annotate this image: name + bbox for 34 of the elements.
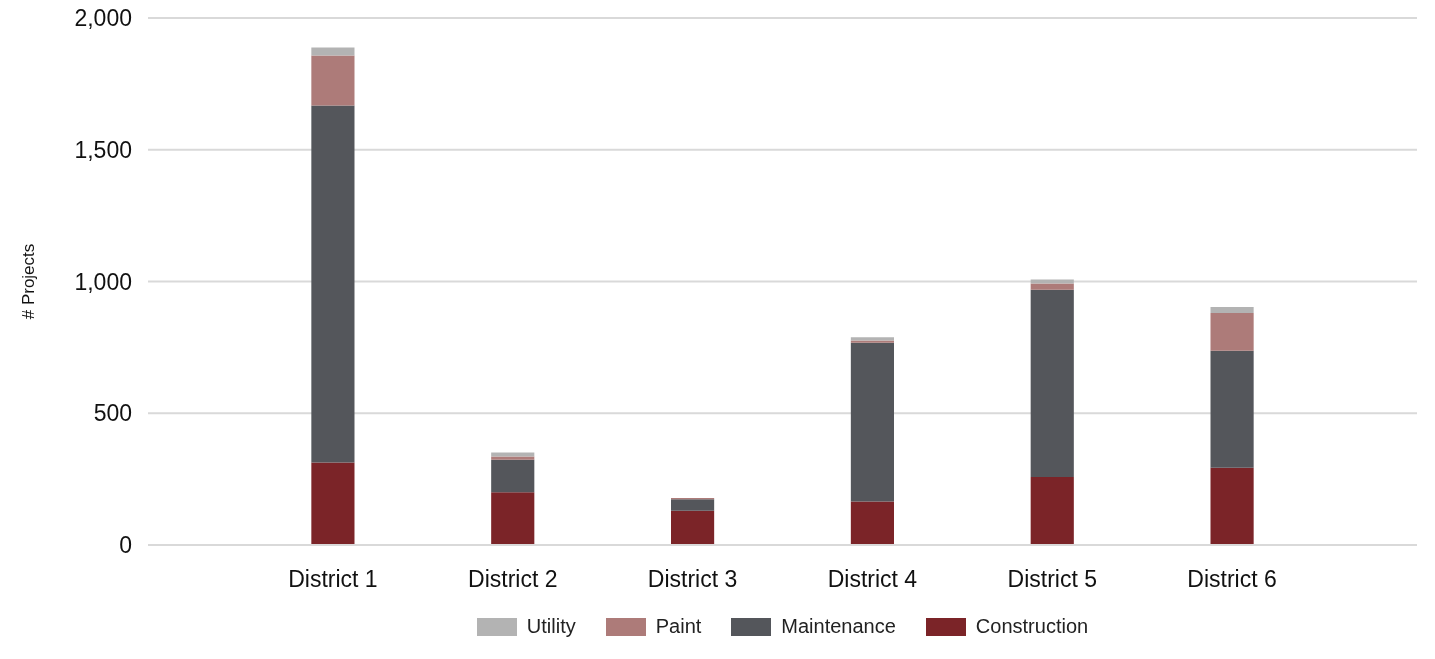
bar	[311, 105, 355, 463]
bar	[311, 462, 355, 545]
bar	[1030, 477, 1074, 545]
y-axis-title: # Projects	[19, 243, 39, 320]
bar	[1030, 289, 1074, 478]
bar	[491, 456, 535, 460]
x-tick-label: District 3	[647, 566, 738, 593]
y-tick-label: 1,500	[74, 136, 132, 163]
x-tick-label: District 2	[468, 566, 558, 593]
x-tick-label: District 4	[827, 566, 918, 593]
bar	[671, 499, 715, 511]
y-tick-label: 1,000	[74, 268, 132, 295]
bar	[1030, 283, 1074, 290]
bar	[491, 492, 535, 545]
legend-label: Maintenance	[781, 615, 896, 638]
legend-label: Paint	[655, 615, 702, 638]
bar	[311, 55, 355, 106]
x-tick-label: District 1	[288, 566, 378, 593]
bar	[491, 459, 535, 493]
y-tick-label: 2,000	[74, 5, 132, 32]
bar	[850, 342, 894, 502]
x-tick-label: District 5	[1007, 566, 1097, 593]
bar	[1210, 350, 1254, 468]
x-tick-label: District 6	[1187, 566, 1277, 593]
bar	[1210, 467, 1254, 545]
bar	[1210, 313, 1254, 351]
bar	[1030, 279, 1074, 284]
legend-label: Utility	[526, 615, 576, 638]
y-tick-label: 500	[93, 400, 132, 427]
bar	[850, 501, 894, 545]
bar	[1210, 307, 1254, 314]
legend-label: Construction	[975, 615, 1089, 638]
y-tick-label: 0	[119, 532, 132, 559]
bar	[671, 510, 715, 545]
